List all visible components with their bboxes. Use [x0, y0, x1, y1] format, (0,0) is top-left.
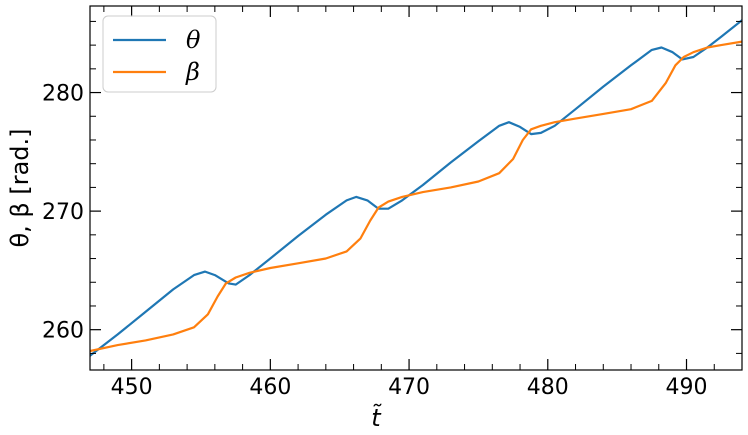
x-tick-label: 480	[527, 375, 569, 400]
x-tick-label: 470	[388, 375, 430, 400]
x-tick-label: 490	[666, 375, 708, 400]
legend-label: θ	[186, 26, 201, 54]
plot-frame	[89, 5, 743, 371]
x-axis-label: t̃	[371, 404, 382, 432]
y-tick-label: 260	[42, 319, 84, 344]
y-tick-label: 270	[42, 200, 84, 225]
y-tick-label: 280	[42, 82, 84, 107]
x-tick-label: 450	[111, 375, 153, 400]
legend-label: β	[185, 58, 200, 86]
x-tick-label: 460	[249, 375, 291, 400]
series-line-1	[90, 40, 742, 353]
series-lines	[90, 19, 742, 357]
y-axis-label: θ, β [rad.]	[6, 128, 34, 247]
series-line-0	[90, 19, 742, 357]
